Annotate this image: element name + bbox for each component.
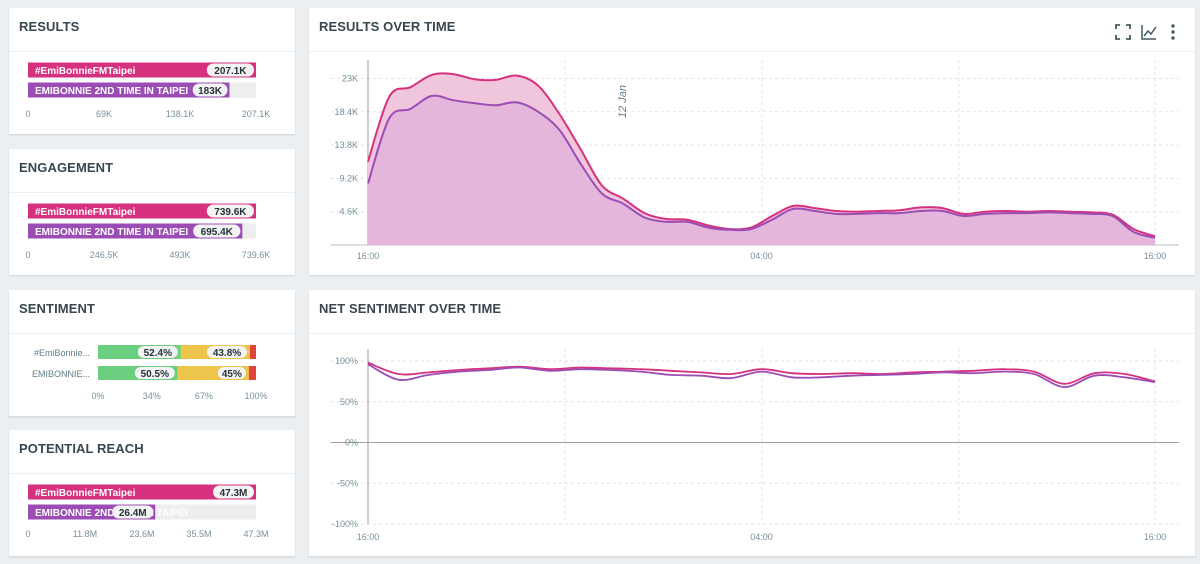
more-vertical-icon[interactable] xyxy=(1163,22,1183,42)
sentiment-row-label: EMIBONNIE... xyxy=(32,369,90,379)
x-tick-label: 23.6M xyxy=(129,529,154,539)
value-pill xyxy=(213,485,254,499)
x-tick-label: 138.1K xyxy=(166,109,195,119)
y-tick-label: -50% xyxy=(337,478,358,488)
value-pill xyxy=(112,505,154,519)
bar xyxy=(28,223,243,239)
value-pill xyxy=(193,224,241,238)
bar xyxy=(28,82,230,98)
x-tick-label: 35.5M xyxy=(186,529,211,539)
x-tick-label: 04:00 xyxy=(750,532,773,542)
x-tick-label: 16:00 xyxy=(1144,532,1167,542)
area-series-line xyxy=(367,94,1156,239)
value-pill xyxy=(206,204,254,218)
x-tick-label: 0 xyxy=(25,109,30,119)
bar-category-label: #EmiBonnieFMTaipei xyxy=(35,66,136,77)
sentiment-title: SENTIMENT xyxy=(19,301,96,316)
net-sentiment-card: NET SENTIMENT OVER TIME 100% 50% 0% -50% -10… xyxy=(309,290,1195,556)
x-tick-label: 47.3M xyxy=(243,529,268,539)
results-card: RESULTS #EmiBonnieFMTaipei 207.1K EMIBONNI… xyxy=(9,8,295,134)
x-tick-label: 16:00 xyxy=(1144,251,1167,261)
bar-category-label: EMIBONNIE 2ND TIME IN TAIPEI xyxy=(35,227,188,238)
y-tick-label: 4.6K xyxy=(339,207,358,217)
engagement-chart: #EmiBonnieFMTaipei 739.6K EMIBONNIE 2ND TI… xyxy=(25,203,271,260)
value-pill xyxy=(206,63,254,77)
y-tick-label: 50% xyxy=(340,397,358,407)
bar-category-label: #EmiBonnieFMTaipei xyxy=(35,488,136,499)
area-series-line xyxy=(367,72,1156,238)
bar xyxy=(28,62,256,78)
reach-chart: #EmiBonnieFMTaipei 47.3M EMIBONNIE 2ND TIM… xyxy=(25,484,269,539)
x-tick-label: 69K xyxy=(96,109,112,119)
bar-value-label: 183K xyxy=(198,86,223,97)
results-over-time-card: RESULTS OVER TIME 4.6K 9.2K 13.8K 18.4K 23K 1… xyxy=(309,8,1195,275)
sentiment-value-label: 45% xyxy=(222,369,242,380)
x-tick-label: 246.5K xyxy=(90,250,119,260)
x-tick-label: 34% xyxy=(143,391,161,401)
sentiment-row-label: #EmiBonnie... xyxy=(34,348,90,358)
x-tick-label: 207.1K xyxy=(242,109,271,119)
bar-category-label: EMIBONNIE 2ND TIME IN TAIPEI xyxy=(35,86,188,97)
reach-title: POTENTIAL REACH xyxy=(19,441,144,456)
x-tick-label: 04:00 xyxy=(750,251,773,261)
results-over-time-chart: 4.6K 9.2K 13.8K 18.4K 23K 16:00 04:00 16:00 12 J… xyxy=(331,60,1179,261)
value-pill xyxy=(134,367,175,379)
bar-value-label: 26.4M xyxy=(119,508,147,519)
y-tick-label: 0% xyxy=(345,438,358,448)
x-tick-label: 67% xyxy=(195,391,213,401)
x-tick-label: 100% xyxy=(244,391,267,401)
value-pill xyxy=(206,346,247,358)
sentiment-segment-negative xyxy=(249,345,256,359)
sentiment-card: SENTIMENT #EmiBonnie... 52.4% 43.8% EMIBONN… xyxy=(9,290,295,416)
bar-category-label: EMIBONNIE 2ND TIME IN TAIPEI xyxy=(35,508,188,519)
x-tick-label: 493K xyxy=(169,250,190,260)
x-tick-label: 739.6K xyxy=(242,250,271,260)
results-over-time-title: RESULTS OVER TIME xyxy=(319,19,456,34)
x-tick-label: 16:00 xyxy=(357,251,380,261)
bar-category-label: #EmiBonnieFMTaipei xyxy=(35,207,136,218)
x-tick-label: 0% xyxy=(91,391,104,401)
bar-value-label: 47.3M xyxy=(220,488,248,499)
x-tick-label: 0 xyxy=(25,529,30,539)
net-sentiment-chart: 100% 50% 0% -50% -100% 16:00 04:00 16:00 xyxy=(331,349,1179,542)
x-tick-label: 16:00 xyxy=(357,532,380,542)
net-sentiment-series-line xyxy=(367,363,1156,389)
bar-value-label: 739.6K xyxy=(214,207,247,218)
sentiment-value-label: 43.8% xyxy=(213,348,241,359)
results-title: RESULTS xyxy=(19,19,80,34)
bar xyxy=(28,484,256,500)
bar-value-label: 695.4K xyxy=(201,227,234,238)
y-tick-label: 23K xyxy=(342,73,358,83)
engagement-title: ENGAGEMENT xyxy=(19,160,114,175)
engagement-card: ENGAGEMENT #EmiBonnieFMTaipei 739.6K EMIBO… xyxy=(9,149,295,275)
sentiment-value-label: 50.5% xyxy=(141,369,169,380)
results-chart: #EmiBonnieFMTaipei 207.1K EMIBONNIE 2ND TI… xyxy=(25,62,271,119)
y-tick-label: 18.4K xyxy=(334,107,358,117)
date-annotation: 12 Jan xyxy=(617,85,629,118)
y-tick-label: 9.2K xyxy=(339,173,358,183)
net-sentiment-series-line xyxy=(367,361,1156,385)
x-tick-label: 0 xyxy=(25,250,30,260)
y-tick-label: 13.8K xyxy=(334,140,358,150)
net-sentiment-title: NET SENTIMENT OVER TIME xyxy=(319,301,502,316)
area-series-fill xyxy=(368,95,1155,245)
sentiment-segment-negative xyxy=(248,366,256,380)
y-tick-label: -100% xyxy=(332,519,358,529)
sentiment-chart: #EmiBonnie... 52.4% 43.8% EMIBONNIE... 50.5%… xyxy=(32,345,268,401)
value-pill xyxy=(217,367,246,379)
bar-value-label: 207.1K xyxy=(214,66,247,77)
sentiment-value-label: 52.4% xyxy=(144,348,172,359)
reach-card: POTENTIAL REACH #EmiBonnieFMTaipei 47.3M E… xyxy=(9,430,295,556)
value-pill xyxy=(137,346,178,358)
y-tick-label: 100% xyxy=(335,356,358,366)
value-pill xyxy=(192,83,228,97)
bar xyxy=(28,203,256,219)
line-chart-icon[interactable] xyxy=(1139,22,1159,42)
expand-icon[interactable] xyxy=(1113,22,1133,42)
x-tick-label: 11.8M xyxy=(73,529,97,539)
